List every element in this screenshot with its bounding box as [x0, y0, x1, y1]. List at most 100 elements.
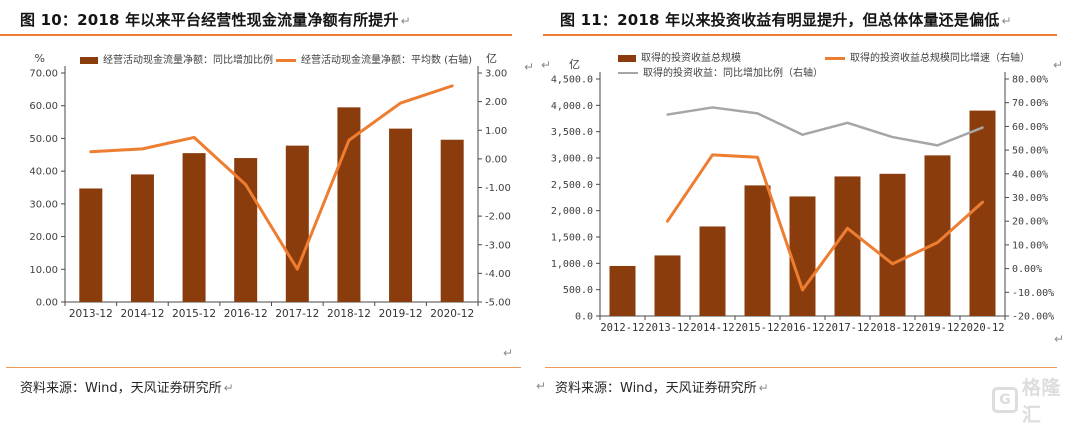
legend-label: 取得的投资收益：同比增加比例（右轴） — [643, 68, 823, 79]
svg-text:2014-12: 2014-12 — [121, 308, 165, 320]
svg-text:2019-12: 2019-12 — [379, 308, 423, 320]
svg-text:-1.00: -1.00 — [485, 183, 511, 194]
return-mark-icon: ↵ — [400, 14, 411, 28]
svg-text:60.00: 60.00 — [29, 101, 58, 112]
legend-item-bar: 取得的投资收益总规模 — [618, 52, 741, 66]
svg-text:2018-12: 2018-12 — [327, 308, 371, 320]
svg-text:2015-12: 2015-12 — [735, 322, 779, 334]
svg-text:-3.00: -3.00 — [485, 240, 511, 251]
svg-text:0.0: 0.0 — [575, 312, 593, 323]
figure-11-panel: 图 11：2018 年以来投资收益有明显提升，但总体体量还是偏低 ↵ 0.0 500… — [536, 0, 1080, 426]
svg-text:1.00: 1.00 — [485, 126, 507, 137]
svg-text:2012-12: 2012-12 — [600, 322, 644, 334]
legend-item-orange-line: 取得的投资收益总规模同比增速（右轴） — [825, 52, 1030, 66]
gelonghui-watermark: G 格隆汇 — [992, 373, 1080, 427]
legend-label: 取得的投资收益总规模 — [641, 53, 741, 64]
svg-text:10.00: 10.00 — [29, 265, 58, 276]
svg-text:-4.00: -4.00 — [485, 269, 511, 280]
svg-text:70.00: 70.00 — [29, 69, 58, 80]
operating-cash-flow-chart: 0.00 10.00 20.00 30.00 40.00 50.00 60.00 70.00 -… — [29, 52, 511, 320]
svg-text:-2.00: -2.00 — [485, 212, 511, 223]
legend-item-bar: 经营活动现金流量净额：同比增加比例 — [80, 54, 273, 68]
svg-text:2020-12: 2020-12 — [430, 308, 474, 320]
svg-text:2014-12: 2014-12 — [690, 322, 734, 334]
svg-text:0.00%: 0.00% — [1012, 264, 1042, 275]
return-mark-icon: ↵ — [524, 60, 535, 74]
line-swatch-icon — [276, 58, 296, 62]
figure-11-title: 图 11：2018 年以来投资收益有明显提升，但总体体量还是偏低 ↵ — [560, 9, 1012, 30]
figure-title-text: 图 10：2018 年以来平台经营性现金流量净额有所提升 — [20, 11, 399, 29]
figure-title-text: 图 11：2018 年以来投资收益有明显提升，但总体体量还是偏低 — [560, 11, 1000, 29]
svg-text:40.00%: 40.00% — [1012, 169, 1048, 180]
svg-text:3.00: 3.00 — [485, 69, 507, 80]
svg-text:2,500.0: 2,500.0 — [551, 180, 593, 191]
return-mark-icon: ↵ — [503, 346, 514, 360]
svg-text:0.00: 0.00 — [36, 298, 58, 309]
return-mark-icon: ↵ — [223, 381, 234, 395]
svg-text:%: % — [35, 52, 45, 65]
figure-10-panel: 图 10：2018 年以来平台经营性现金流量净额有所提升 ↵ 0.00 10.00 2… — [0, 0, 540, 407]
svg-text:-5.00: -5.00 — [485, 298, 511, 309]
source-text: 资料来源：Wind，天风证券研究所 — [20, 381, 222, 396]
svg-text:1,500.0: 1,500.0 — [551, 233, 593, 244]
return-mark-icon: ↵ — [1053, 58, 1064, 72]
svg-text:2016-12: 2016-12 — [224, 308, 268, 320]
svg-text:2015-12: 2015-12 — [172, 308, 216, 320]
bar-swatch-icon — [618, 54, 636, 62]
svg-text:0.00: 0.00 — [485, 154, 507, 165]
return-mark-icon: ↵ — [1054, 332, 1065, 346]
source-note: 资料来源：Wind，天风证券研究所 ↵ — [555, 377, 769, 396]
svg-text:2.00: 2.00 — [485, 97, 507, 108]
watermark-text: 格隆汇 — [1021, 377, 1061, 426]
legend-item-gray-line: 取得的投资收益：同比增加比例（右轴） — [618, 67, 823, 81]
svg-text:-20.00%: -20.00% — [1012, 312, 1054, 323]
legend-label: 取得的投资收益总规模同比增速（右轴） — [850, 53, 1030, 64]
svg-text:2018-12: 2018-12 — [870, 322, 914, 334]
svg-text:2017-12: 2017-12 — [825, 322, 869, 334]
source-text: 资料来源：Wind，天风证券研究所 — [555, 381, 757, 396]
source-note: 资料来源：Wind，天风证券研究所 ↵ — [20, 377, 234, 396]
title-underline — [0, 34, 512, 36]
gelonghui-logo-icon: G — [992, 387, 1018, 413]
return-mark-icon: ↵ — [536, 379, 547, 393]
footer-rule — [6, 367, 521, 368]
svg-text:2017-12: 2017-12 — [275, 308, 319, 320]
return-mark-icon: ↵ — [1001, 14, 1012, 28]
svg-text:70.00%: 70.00% — [1012, 98, 1048, 109]
line-swatch-icon — [825, 56, 845, 60]
svg-text:亿: 亿 — [569, 58, 580, 71]
svg-text:亿: 亿 — [486, 52, 497, 65]
svg-text:2020-12: 2020-12 — [960, 322, 1004, 334]
svg-text:30.00%: 30.00% — [1012, 193, 1048, 204]
return-mark-icon: ↵ — [758, 381, 769, 395]
footer-rule — [545, 367, 1057, 368]
svg-text:1,000.0: 1,000.0 — [551, 259, 593, 270]
svg-text:60.00%: 60.00% — [1012, 122, 1048, 133]
svg-text:2013-12: 2013-12 — [645, 322, 689, 334]
investment-income-chart: 0.0 500.0 1,000.0 1,500.0 2,000.0 2,500.0 3,00… — [551, 58, 1054, 334]
svg-text:20.00: 20.00 — [29, 232, 58, 243]
svg-text:20.00%: 20.00% — [1012, 217, 1048, 228]
svg-text:2013-12: 2013-12 — [69, 308, 113, 320]
svg-text:2019-12: 2019-12 — [915, 322, 959, 334]
svg-text:30.00: 30.00 — [29, 199, 58, 210]
svg-text:3,000.0: 3,000.0 — [551, 154, 593, 165]
svg-text:50.00%: 50.00% — [1012, 146, 1048, 157]
svg-text:-10.00%: -10.00% — [1012, 288, 1054, 299]
svg-text:10.00%: 10.00% — [1012, 240, 1048, 251]
svg-text:40.00: 40.00 — [29, 167, 58, 178]
legend-item-line: 经营活动现金流量净额：平均数 (右轴) — [276, 54, 472, 68]
svg-text:80.00%: 80.00% — [1012, 75, 1048, 86]
svg-text:4,000.0: 4,000.0 — [551, 101, 593, 112]
svg-text:3,500.0: 3,500.0 — [551, 127, 593, 138]
bar-swatch-icon — [80, 56, 98, 64]
svg-text:500.0: 500.0 — [563, 285, 593, 296]
svg-text:2,000.0: 2,000.0 — [551, 206, 593, 217]
svg-text:2016-12: 2016-12 — [780, 322, 824, 334]
legend-label: 经营活动现金流量净额：平均数 (右轴) — [301, 55, 472, 66]
title-underline — [543, 34, 1057, 36]
svg-text:4,500.0: 4,500.0 — [551, 75, 593, 86]
line-swatch-icon — [618, 72, 638, 74]
legend-label: 经营活动现金流量净额：同比增加比例 — [103, 55, 273, 66]
